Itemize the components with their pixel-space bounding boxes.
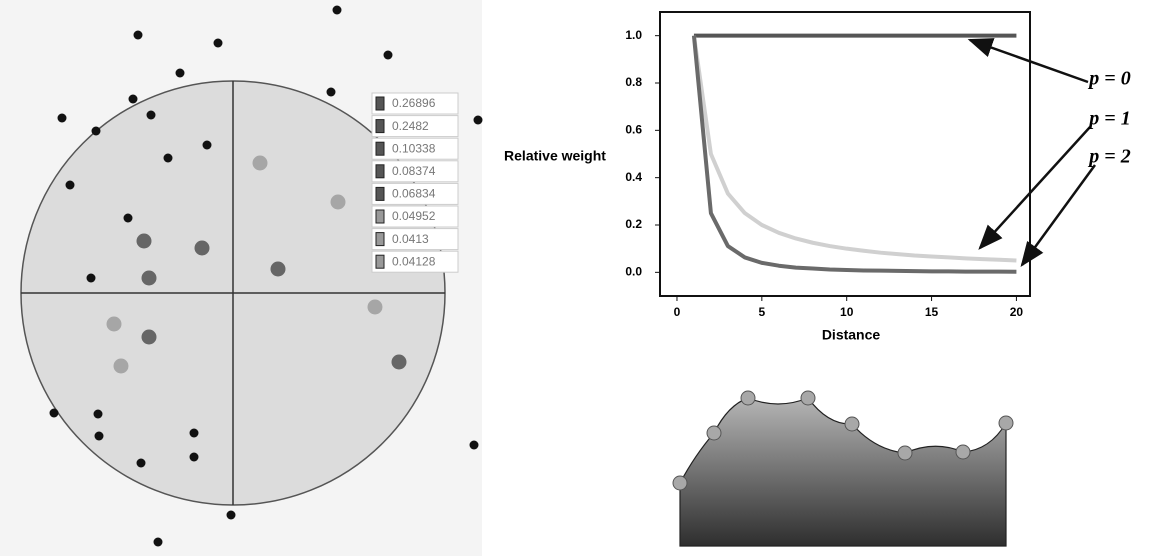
legend-swatch [375, 96, 385, 111]
surface [679, 397, 1007, 547]
x-tick-label: 0 [674, 305, 681, 319]
x-tick-label: 5 [758, 305, 765, 319]
y-tick-label: 0.8 [625, 75, 642, 89]
sample-point [740, 390, 756, 406]
legend-label: p = 0 [1087, 68, 1130, 90]
y-tick-label: 0.6 [625, 123, 642, 137]
annotation-arrow [978, 126, 1091, 250]
sample-point [57, 113, 67, 123]
y-tick-label: 0.4 [625, 170, 642, 184]
sample-point [189, 452, 199, 462]
sample-point [800, 390, 816, 406]
sample-point [998, 415, 1014, 431]
legend-swatch [375, 164, 385, 179]
sample-point [469, 440, 479, 450]
sample-point [86, 273, 96, 283]
sample-point [146, 110, 156, 120]
x-axis-label: Distance [822, 327, 881, 343]
neighbor-point [141, 329, 157, 345]
legend-row [371, 115, 459, 138]
legend-label: 0.2482 [392, 119, 429, 133]
sample-point [672, 475, 688, 491]
line-chart: 0.0 0.2 0.4 0.6 0.8 1.0 0 5 10 15 20 [625, 28, 1023, 319]
sample-point [202, 140, 212, 150]
legend-swatch [375, 119, 385, 134]
legend-row [371, 92, 459, 115]
legend-swatch [375, 254, 385, 269]
neighbor-point [252, 155, 268, 171]
sample-point [153, 537, 163, 547]
legend-row [371, 137, 459, 160]
legend-row [371, 160, 459, 183]
sample-point [897, 445, 913, 461]
legend-swatch [375, 186, 385, 201]
legend-label: 0.06834 [392, 187, 436, 201]
legend-row [371, 205, 459, 228]
neighbor-point [330, 194, 346, 210]
legend-swatch [375, 141, 385, 156]
sample-point [94, 431, 104, 441]
annotation-arrow [967, 38, 1089, 84]
sample-point [136, 458, 146, 468]
neighbor-point [270, 261, 286, 277]
sample-point [226, 510, 236, 520]
sample-point [123, 213, 133, 223]
x-tick-label: 10 [840, 305, 854, 319]
sample-point [955, 444, 971, 460]
sample-point [213, 38, 223, 48]
points [49, 5, 483, 547]
legend-swatch [375, 232, 385, 247]
sample-point [128, 94, 138, 104]
sample-point [133, 30, 143, 40]
neighbor-point [106, 316, 122, 332]
y-tick-label: 0.0 [625, 265, 642, 279]
plot-frame [659, 11, 1031, 297]
legend-label: 0.08374 [392, 164, 436, 178]
sample-point [326, 87, 336, 97]
sample-point [844, 416, 860, 432]
y-tick-label: 1.0 [625, 28, 642, 42]
legend-label: 0.10338 [392, 141, 436, 155]
x-tick-label: 20 [1010, 305, 1024, 319]
sample-point [189, 428, 199, 438]
sample-point [163, 153, 173, 163]
sample-point [93, 409, 103, 419]
sample-point [175, 68, 185, 78]
y-axis-label: Relative weight [504, 148, 606, 164]
legend-row [371, 228, 459, 251]
y-tick-label: 0.2 [625, 217, 642, 231]
legend-label: 0.26896 [392, 96, 436, 110]
sample-point [91, 126, 101, 136]
legend-row [371, 250, 459, 273]
line-series [691, 35, 1017, 263]
weights-legend: 0.26896 0.2482 0.10338 0.08374 0.06834 0.0495… [371, 92, 459, 273]
line-series [691, 35, 1017, 274]
legend-row [371, 182, 459, 205]
legend-label: p = 1 [1087, 108, 1130, 130]
neighbor-point [141, 270, 157, 286]
legend-label: p = 2 [1087, 146, 1130, 168]
neighbor-point [136, 233, 152, 249]
legend-label: 0.0413 [392, 232, 429, 246]
annotation-arrow [1020, 164, 1097, 268]
sample-point [49, 408, 59, 418]
sample-point [706, 425, 722, 441]
legend-swatch [375, 209, 385, 224]
sample-point [473, 115, 483, 125]
x-tick-label: 15 [925, 305, 939, 319]
legend-label: 0.04128 [392, 254, 436, 268]
neighbor-point [194, 240, 210, 256]
neighbor-point [391, 354, 407, 370]
neighbor-point [113, 358, 129, 374]
sample-point [65, 180, 75, 190]
sample-point [332, 5, 342, 15]
sample-point [383, 50, 393, 60]
neighbor-point [367, 299, 383, 315]
legend-label: 0.04952 [392, 209, 436, 223]
